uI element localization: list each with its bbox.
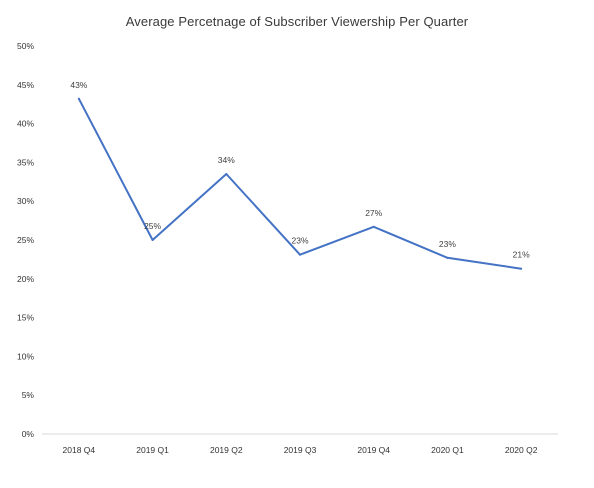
x-tick-label: 2019 Q1 [136, 445, 169, 455]
data-point [299, 253, 301, 256]
series-group [77, 97, 523, 270]
y-tick-label: 0% [22, 429, 35, 439]
y-tick-label: 20% [17, 274, 34, 284]
data-label: 23% [439, 239, 456, 249]
data-point [446, 256, 449, 259]
x-tick-label: 2018 Q4 [63, 445, 96, 455]
y-tick-label: 50% [17, 41, 34, 51]
data-label: 43% [70, 80, 87, 90]
y-tick-label: 40% [17, 119, 34, 129]
y-tick-label: 5% [22, 390, 35, 400]
y-tick-label: 25% [17, 235, 34, 245]
x-tick-label: 2020 Q1 [431, 445, 464, 455]
y-axis: 0% 5% 10% 15% 20% 25% 30% 35% 40% 45% 50% [17, 41, 34, 439]
data-point [77, 97, 80, 100]
data-label: 21% [513, 250, 530, 260]
data-label: 34% [218, 155, 235, 165]
x-tick-label: 2019 Q3 [284, 445, 317, 455]
data-label: 23% [291, 236, 308, 246]
x-tick-label: 2019 Q2 [210, 445, 243, 455]
x-tick-label: 2019 Q4 [357, 445, 390, 455]
y-tick-label: 10% [17, 351, 34, 361]
data-labels: 43% 25% 34% 23% 27% 23% 21% [70, 80, 530, 260]
x-axis: 2018 Q4 2019 Q1 2019 Q2 2019 Q3 2019 Q4 2020 … [42, 433, 558, 455]
data-point [151, 239, 154, 241]
y-tick-label: 30% [17, 196, 34, 206]
chart-title: Average Percetnage of Subscriber Viewers… [125, 14, 469, 29]
data-point [372, 225, 375, 228]
x-tick-label: 2020 Q2 [505, 445, 538, 455]
data-point [225, 173, 228, 176]
y-tick-label: 45% [17, 80, 34, 90]
data-point [520, 267, 523, 270]
data-label: 25% [144, 221, 161, 231]
y-tick-label: 15% [17, 313, 34, 323]
y-tick-label: 35% [17, 157, 34, 167]
data-label: 27% [365, 208, 382, 218]
